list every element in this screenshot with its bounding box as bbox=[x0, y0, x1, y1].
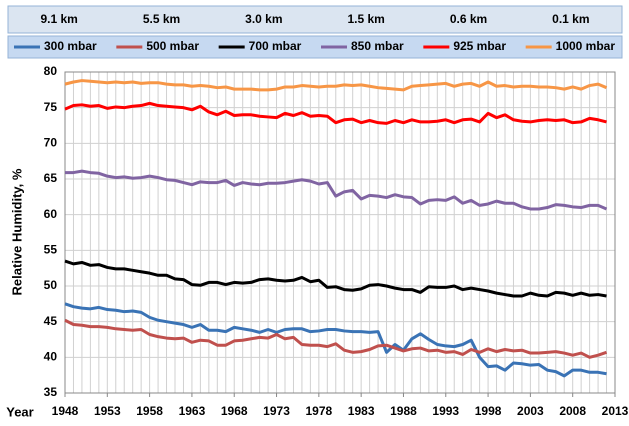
legend-box bbox=[7, 35, 623, 59]
legend-label: 1000 mbar bbox=[556, 39, 616, 53]
x-tick-label: 1953 bbox=[94, 404, 121, 418]
y-tick-label: 55 bbox=[44, 243, 58, 257]
y-tick-label: 60 bbox=[44, 207, 58, 221]
altitude-label: 0.6 km bbox=[450, 12, 487, 26]
legend-label: 300 mbar bbox=[44, 39, 97, 53]
x-tick-label: 1978 bbox=[305, 404, 332, 418]
series-line bbox=[65, 169, 608, 211]
y-tick-label: 70 bbox=[44, 136, 58, 150]
altitude-label: 9.1 km bbox=[40, 12, 77, 26]
x-tick-label: 1958 bbox=[136, 404, 163, 418]
altitude-label: 3.0 km bbox=[245, 12, 282, 26]
series-line bbox=[64, 302, 607, 378]
altitude-header bbox=[7, 5, 623, 34]
x-tick-label: 2003 bbox=[517, 404, 544, 418]
x-tick-label: 2008 bbox=[559, 404, 586, 418]
series-line bbox=[64, 79, 608, 92]
x-tick-label: 1973 bbox=[263, 404, 290, 418]
altitude-label: 0.1 km bbox=[552, 12, 589, 26]
y-tick-label: 35 bbox=[44, 385, 58, 399]
y-tick-label: 40 bbox=[44, 350, 58, 364]
y-axis-label: Relative Humidity, % bbox=[9, 168, 24, 295]
x-tick-label: 1948 bbox=[52, 404, 79, 418]
y-tick-label: 75 bbox=[44, 100, 58, 114]
x-tick-label: 1983 bbox=[348, 404, 375, 418]
plot-border bbox=[64, 71, 616, 394]
series-line bbox=[64, 101, 607, 125]
legend-label: 700 mbar bbox=[249, 39, 302, 53]
x-tick-label: 1988 bbox=[390, 404, 417, 418]
x-tick-label: 1963 bbox=[179, 404, 206, 418]
y-tick-label: 50 bbox=[44, 278, 58, 292]
series-line bbox=[64, 259, 607, 298]
x-axis-label: Year bbox=[6, 404, 33, 419]
x-tick-label: 1993 bbox=[432, 404, 459, 418]
y-tick-label: 65 bbox=[44, 171, 58, 185]
x-tick-label: 1968 bbox=[221, 404, 248, 418]
legend-label: 850 mbar bbox=[351, 39, 404, 53]
x-tick-label: 1998 bbox=[475, 404, 502, 418]
x-tick-label: 2013 bbox=[602, 404, 629, 418]
plot-area bbox=[65, 72, 615, 393]
legend-label: 500 mbar bbox=[146, 39, 199, 53]
y-tick-label: 45 bbox=[44, 314, 58, 328]
y-tick-label: 80 bbox=[44, 64, 58, 78]
altitude-label: 5.5 km bbox=[143, 12, 180, 26]
series-line bbox=[64, 318, 608, 359]
altitude-label: 1.5 km bbox=[347, 12, 384, 26]
legend-label: 925 mbar bbox=[453, 39, 506, 53]
